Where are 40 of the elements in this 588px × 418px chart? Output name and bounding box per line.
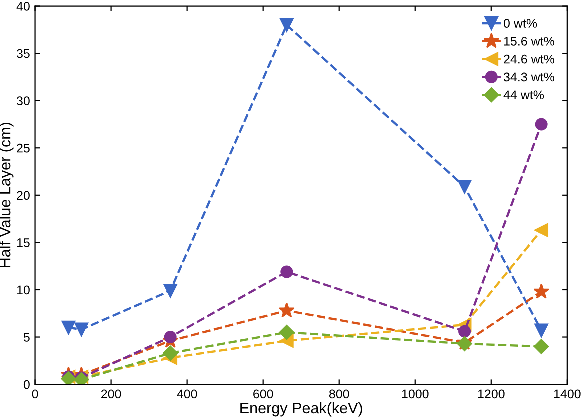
point <box>279 324 294 340</box>
x-tick-label: 400 <box>177 390 198 399</box>
legend-label: 15.6 wt% <box>504 37 554 46</box>
y-tick-label: 35 <box>16 49 30 58</box>
point <box>280 18 294 32</box>
x-tick-label: 1000 <box>402 390 429 399</box>
x-tick-label: 200 <box>102 390 122 399</box>
point <box>534 339 550 354</box>
point <box>534 324 549 338</box>
point <box>535 118 548 131</box>
legend-label: 34.3 wt% <box>504 72 554 82</box>
point <box>458 180 472 194</box>
y-tick-label: 15 <box>17 238 30 248</box>
point <box>458 325 472 338</box>
x-tick-label: 1400 <box>554 390 581 399</box>
point <box>74 322 89 337</box>
legend-label: 0 wt% <box>504 19 538 28</box>
x-tick-label: 800 <box>329 390 350 399</box>
point <box>534 223 549 238</box>
point <box>278 302 295 318</box>
x-tick-label: 1200 <box>478 390 505 399</box>
point <box>163 346 178 361</box>
point <box>534 284 550 299</box>
legend-label: 24.6 wt% <box>504 54 554 64</box>
y-tick-label: 30 <box>16 96 30 106</box>
legend-label: 44 wt% <box>504 90 544 100</box>
y-tick-label: 40 <box>16 2 30 11</box>
x-axis-title: Energy Peak(keV) <box>240 402 362 417</box>
x-tick-label: 0 <box>32 390 38 399</box>
x-tick-label: 600 <box>254 390 274 399</box>
point <box>280 334 294 348</box>
y-tick-label: 5 <box>24 333 30 342</box>
point <box>164 284 178 298</box>
point <box>164 331 177 344</box>
point <box>62 320 76 335</box>
y-tick-label: 20 <box>17 191 30 200</box>
y-tick-label: 0 <box>24 380 30 390</box>
point <box>280 266 294 278</box>
y-tick-label: 25 <box>17 144 30 153</box>
y-tick-label: 10 <box>17 286 30 295</box>
